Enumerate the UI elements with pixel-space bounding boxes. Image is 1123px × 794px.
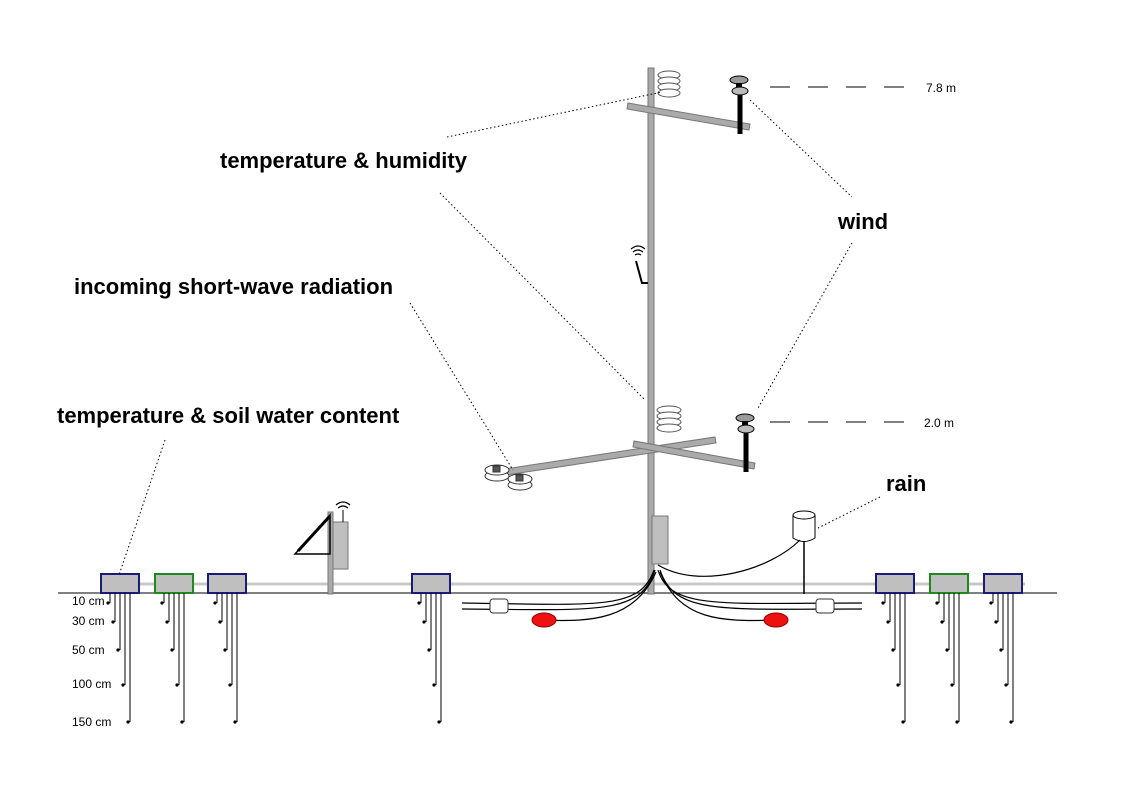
mast bbox=[504, 67, 756, 595]
probe-sensor bbox=[218, 620, 222, 624]
label-rain: rain bbox=[886, 471, 926, 496]
depth-label: 50 cm bbox=[72, 643, 105, 657]
blue-soil-logger bbox=[100, 573, 140, 594]
probe-sensor bbox=[160, 601, 164, 605]
depth-label: 10 cm bbox=[72, 594, 105, 608]
probe-sensor bbox=[223, 648, 227, 652]
probe-sensor bbox=[989, 601, 993, 605]
leader-lines bbox=[118, 86, 905, 576]
probe-sensor bbox=[233, 720, 237, 724]
probe-sensor bbox=[940, 620, 944, 624]
probe-sensor bbox=[1004, 683, 1008, 687]
probe-sensor bbox=[427, 648, 431, 652]
depth-label: 100 cm bbox=[72, 677, 111, 691]
probe-sensor bbox=[955, 720, 959, 724]
height-upper: 7.8 m bbox=[926, 81, 956, 95]
label-radiation: incoming short-wave radiation bbox=[74, 274, 393, 299]
height-lower: 2.0 m bbox=[924, 416, 954, 430]
label-soil: temperature & soil water content bbox=[57, 403, 400, 428]
probe-sensor bbox=[180, 720, 184, 724]
probe-sensor bbox=[994, 620, 998, 624]
probe-sensor bbox=[945, 648, 949, 652]
wireless-signal-icon bbox=[630, 245, 648, 284]
label-wind: wind bbox=[837, 209, 888, 234]
green-soil-logger bbox=[154, 573, 194, 594]
probe-sensor bbox=[901, 720, 905, 724]
radiation-shield-icon bbox=[656, 405, 682, 433]
cable-connectors bbox=[489, 598, 835, 628]
red-marker bbox=[763, 612, 789, 628]
soil-probes bbox=[106, 593, 1014, 724]
probe-sensor bbox=[935, 601, 939, 605]
probe-sensor bbox=[881, 601, 885, 605]
anemometer-icon bbox=[735, 413, 755, 472]
probe-sensor bbox=[165, 620, 169, 624]
depth-label: 150 cm bbox=[72, 715, 111, 729]
probe-sensor bbox=[111, 620, 115, 624]
probe-sensor bbox=[437, 720, 441, 724]
rain-gauge-icon bbox=[792, 510, 816, 594]
red-marker bbox=[531, 612, 557, 628]
blue-soil-logger bbox=[411, 573, 451, 594]
radiation-shield-icon bbox=[657, 70, 681, 98]
probe-sensor bbox=[1009, 720, 1013, 724]
label-temperature-humidity: temperature & humidity bbox=[220, 148, 468, 173]
probe-sensor bbox=[175, 683, 179, 687]
green-soil-logger bbox=[929, 573, 969, 594]
probe-sensor bbox=[213, 601, 217, 605]
blue-soil-logger bbox=[983, 573, 1023, 594]
anemometer-icon bbox=[729, 75, 749, 134]
probe-sensor bbox=[896, 683, 900, 687]
blue-soil-logger bbox=[875, 573, 915, 594]
depth-label: 30 cm bbox=[72, 614, 105, 628]
solar-panel-icon bbox=[293, 510, 349, 595]
probe-sensor bbox=[228, 683, 232, 687]
probe-sensor bbox=[999, 648, 1003, 652]
blue-soil-logger bbox=[207, 573, 247, 594]
probe-sensor bbox=[886, 620, 890, 624]
probe-sensor bbox=[422, 620, 426, 624]
probe-sensor bbox=[432, 683, 436, 687]
probe-sensor bbox=[891, 648, 895, 652]
probe-sensor bbox=[170, 648, 174, 652]
probe-sensor bbox=[126, 720, 130, 724]
probe-sensor bbox=[121, 683, 125, 687]
probe-sensor bbox=[106, 601, 110, 605]
pyranometer-icon bbox=[484, 464, 533, 491]
probe-sensor bbox=[950, 683, 954, 687]
mast-logger-box bbox=[651, 515, 669, 565]
wireless-signal-icon bbox=[335, 501, 351, 509]
probe-sensor bbox=[116, 648, 120, 652]
probe-sensor bbox=[417, 601, 421, 605]
